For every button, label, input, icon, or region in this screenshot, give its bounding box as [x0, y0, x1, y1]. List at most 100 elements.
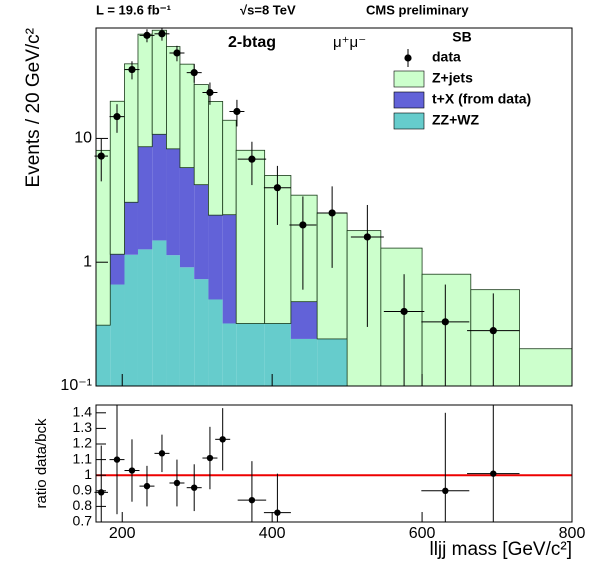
hist-bar — [124, 202, 138, 255]
energy: √s=8 TeV — [240, 2, 296, 17]
legend-label: t+X (from data) — [432, 91, 531, 107]
y-tick-label: 0.8 — [73, 497, 93, 513]
data-point — [328, 209, 336, 217]
x-tick-label: 200 — [109, 525, 136, 542]
hist-bar — [110, 284, 125, 386]
hist-bar — [346, 230, 382, 387]
plot-frame — [95, 404, 573, 523]
hist-bar — [421, 273, 472, 387]
data-point — [173, 479, 181, 487]
hist-bar — [179, 267, 195, 386]
y-axis-label: ratio data/bck — [33, 418, 50, 509]
hist-bar — [222, 119, 237, 216]
data-point — [190, 69, 198, 77]
hist-bar — [124, 63, 139, 203]
hist-bar — [194, 279, 209, 386]
hist-bar — [519, 348, 573, 387]
legend-swatch — [393, 112, 425, 130]
data-point — [158, 450, 166, 457]
hist-bar — [208, 101, 224, 216]
y-tick-label: 10⁻¹ — [60, 377, 92, 394]
hist-bar — [208, 299, 223, 386]
data-point — [248, 496, 256, 504]
hist-bar — [137, 249, 153, 386]
legend-swatch — [393, 91, 425, 109]
data-point — [190, 484, 198, 491]
hist-bar — [110, 254, 125, 285]
legend-label: ZZ+WZ — [432, 112, 479, 128]
y-tick-label: 1.3 — [73, 419, 93, 435]
hist-bar — [179, 63, 195, 169]
hist-bar — [166, 255, 180, 386]
data-point — [489, 327, 497, 335]
hist-bar — [95, 149, 111, 326]
hist-bar — [124, 254, 138, 386]
data-point — [441, 318, 449, 326]
y-axis-label: Events / 20 GeV/c² — [23, 28, 44, 187]
channel: μ⁺μ⁻ — [333, 34, 366, 51]
data-point — [248, 155, 256, 163]
hist-bar — [96, 325, 111, 386]
y-tick-label: 1.1 — [73, 450, 93, 466]
y-tick-label: 1 — [84, 466, 92, 482]
data-point — [363, 233, 371, 241]
hist-bar — [236, 323, 265, 386]
experiment: CMS preliminary — [366, 2, 469, 17]
x-tick-label: 600 — [409, 525, 436, 542]
hist-bar — [137, 146, 153, 250]
data-point — [128, 467, 136, 474]
data-point — [299, 221, 307, 229]
data-point — [400, 307, 408, 316]
hist-bar — [222, 323, 237, 386]
data-point — [490, 470, 497, 477]
data-point — [98, 489, 105, 496]
lumi: L = 19.6 fb⁻¹ — [96, 2, 171, 17]
hist-bar — [264, 323, 291, 386]
x-axis-label: lljj mass [GeV/c²] — [429, 539, 572, 560]
legend-swatch — [393, 70, 425, 88]
x-tick-label: 400 — [259, 525, 286, 542]
y-tick-label: 0.7 — [73, 513, 93, 529]
data-point — [273, 184, 282, 192]
data-point — [206, 454, 214, 462]
data-point — [113, 456, 121, 463]
hist-bar — [208, 215, 223, 300]
legend-title: SB — [452, 29, 471, 45]
data-point — [158, 30, 166, 38]
legend-label: data — [432, 49, 461, 65]
data-point — [128, 65, 136, 74]
y-tick-label: 1.4 — [73, 404, 93, 420]
plot-frame — [95, 27, 573, 387]
annotation: 2-btag — [228, 34, 276, 51]
hist-bar — [290, 301, 318, 339]
data-point — [173, 49, 181, 57]
y-tick-label: 1.2 — [73, 435, 93, 451]
hist-bar — [152, 134, 167, 241]
hist-bar — [380, 247, 423, 387]
hist-bar — [166, 148, 180, 256]
hist-bar — [470, 289, 520, 387]
hist-bar — [290, 194, 318, 303]
hist-bar — [166, 46, 181, 150]
legend-label: Z+jets — [432, 70, 473, 86]
data-point — [143, 482, 151, 490]
data-point — [143, 31, 151, 39]
y-tick-label: 1 — [83, 253, 92, 270]
hist-bar — [194, 184, 209, 280]
hist-bar — [235, 149, 266, 324]
hist-bar — [193, 84, 209, 186]
y-tick-label: 10 — [74, 130, 92, 147]
data-point — [442, 487, 449, 494]
x-tick-label: 800 — [559, 525, 586, 542]
hist-bar — [222, 214, 237, 324]
data-point — [206, 88, 214, 97]
data-point — [113, 113, 121, 121]
data-point — [97, 152, 105, 160]
y-tick-label: 0.9 — [73, 482, 93, 498]
hist-bar — [179, 167, 195, 268]
hist-bar — [151, 29, 167, 135]
hist-bar — [152, 240, 167, 386]
hist-bar — [137, 33, 153, 148]
hist-bar — [317, 338, 348, 386]
